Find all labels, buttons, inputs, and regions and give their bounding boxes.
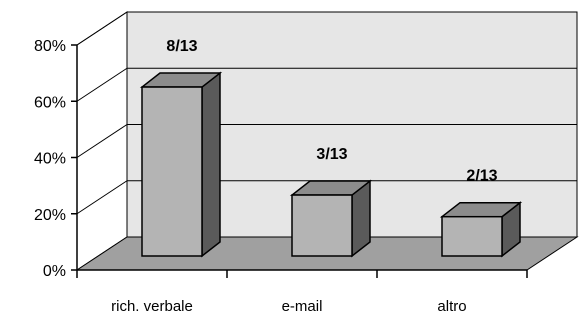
x-tick-label: e-mail (282, 298, 323, 315)
data-labels: 8/13 3/13 2/13 (166, 38, 497, 185)
bar-3 (439, 201, 523, 258)
gridline-side (76, 67, 128, 102)
data-label: 3/13 (316, 146, 347, 163)
y-axis: 0% 20% 40% 60% 80% (34, 38, 77, 280)
x-tick-label: rich. verbale (111, 298, 193, 315)
bar-front (141, 86, 203, 257)
x-tick-label: altro (437, 298, 466, 315)
gridline-side (76, 180, 128, 215)
y-tick-label: 60% (34, 94, 66, 111)
y-tick-label: 20% (34, 207, 66, 224)
gridline-side (76, 124, 128, 158)
bar-side (201, 71, 221, 258)
x-axis: rich. verbale e-mail altro (76, 270, 528, 315)
gridline-side (76, 11, 128, 46)
bars (139, 71, 523, 258)
data-label: 8/13 (166, 38, 197, 55)
bar-1 (139, 71, 223, 258)
bar-2 (289, 179, 373, 258)
y-tick-label: 80% (34, 38, 66, 55)
y-tick-label: 40% (34, 151, 66, 168)
bar-front (291, 194, 353, 257)
y-tick-label: 0% (43, 263, 66, 280)
data-label: 2/13 (466, 168, 497, 185)
bar-front (441, 215, 503, 257)
